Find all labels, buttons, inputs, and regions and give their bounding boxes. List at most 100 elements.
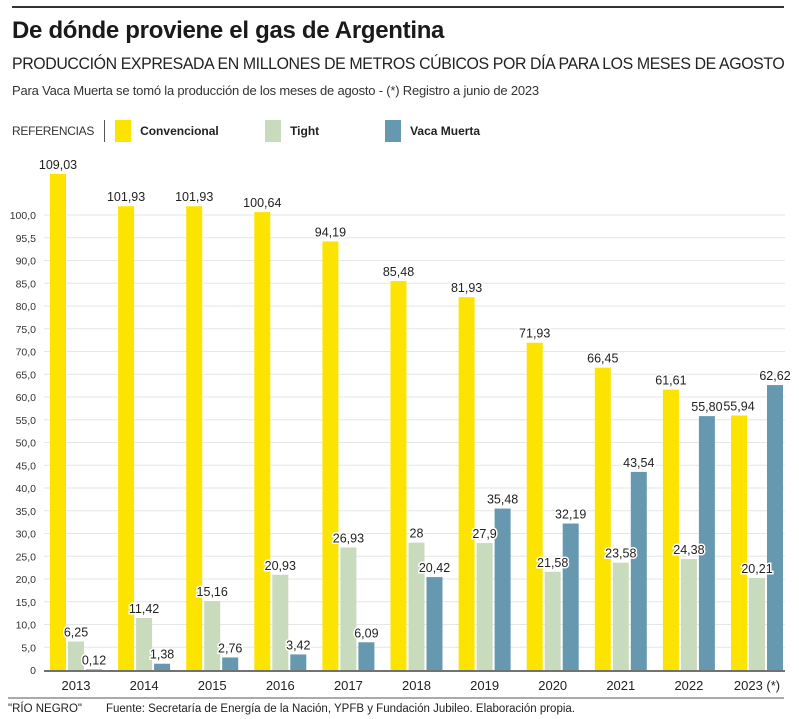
bar-tight xyxy=(749,578,765,670)
data-label: 28 xyxy=(410,527,424,541)
data-label: 43,54 xyxy=(623,456,654,470)
bar-tight xyxy=(272,574,289,670)
chart-title: De dónde proviene el gas de Argentina xyxy=(12,17,445,44)
data-label: 100,64 xyxy=(243,196,281,210)
y-tick-label: 70,0 xyxy=(16,347,37,359)
legend-text: Convencional xyxy=(140,124,219,138)
legend-swatch xyxy=(265,120,282,142)
x-tick-label: 2023 (*) xyxy=(734,678,780,693)
bar-tight xyxy=(680,559,697,670)
data-label: 71,93 xyxy=(519,327,550,341)
y-tick-label: 35,0 xyxy=(16,506,37,518)
legend-item-vaca-muerta: Vaca Muerta xyxy=(385,120,480,142)
bar-vaca-muerta xyxy=(494,508,511,670)
x-tick-label: 2016 xyxy=(266,678,295,693)
bar-convencional xyxy=(322,241,339,671)
y-tick-label: 25,0 xyxy=(16,551,37,563)
y-tick-label: 40,0 xyxy=(16,483,37,495)
y-tick-label: 95,5 xyxy=(16,233,37,245)
chart-subtitle: PRODUCCIÓN EXPRESADA EN MILLONES DE METR… xyxy=(12,55,785,73)
bar-tight xyxy=(408,542,425,670)
bar-vaca-muerta xyxy=(358,642,375,670)
data-label: 6,25 xyxy=(64,626,88,640)
data-label: 15,16 xyxy=(197,585,228,599)
chart-note: Para Vaca Muerta se tomó la producción d… xyxy=(12,83,539,98)
data-label: 32,19 xyxy=(555,508,586,522)
bar-vaca-muerta xyxy=(86,669,102,670)
bar-tight xyxy=(544,571,561,670)
source: Fuente: Secretaría de Energía de la Naci… xyxy=(105,703,575,715)
bar-vaca-muerta xyxy=(222,657,239,670)
legend: REFERENCIAS Convencional Tight Vaca Muer… xyxy=(12,120,480,142)
x-tick-label: 2015 xyxy=(198,678,227,693)
data-label: 35,48 xyxy=(487,493,518,507)
bar-tight xyxy=(204,601,221,670)
y-tick-label: 55,0 xyxy=(16,415,37,427)
bar-vaca-muerta xyxy=(767,385,783,670)
data-label: 20,93 xyxy=(265,559,296,573)
y-tick-label: 60,0 xyxy=(16,392,37,404)
bar-convencional xyxy=(594,367,611,670)
data-label: 61,61 xyxy=(655,374,686,388)
legend-swatch xyxy=(115,120,132,142)
bar-vaca-muerta xyxy=(154,663,171,670)
data-label: 55,94 xyxy=(723,399,754,413)
data-label: 101,93 xyxy=(107,190,145,204)
x-tick-label: 2017 xyxy=(334,678,363,693)
y-tick-label: 0 xyxy=(30,665,36,677)
bar-vaca-muerta xyxy=(630,471,647,670)
data-label: 24,38 xyxy=(673,543,704,557)
y-tick-label: 65,0 xyxy=(16,369,37,381)
bar-convencional xyxy=(50,173,66,670)
bar-vaca-muerta xyxy=(290,654,307,670)
data-label: 3,42 xyxy=(286,638,310,652)
y-tick-label: 90,0 xyxy=(16,256,37,268)
data-label: 26,93 xyxy=(333,531,364,545)
y-tick-label: 15,0 xyxy=(16,597,37,609)
footer: "RÍO NEGRO" Fuente: Secretaría de Energía… xyxy=(8,703,599,715)
bar-convencional xyxy=(254,212,271,670)
y-tick-label: 30,0 xyxy=(16,529,37,541)
data-label: 0,12 xyxy=(82,653,106,667)
data-label: 11,42 xyxy=(129,602,159,616)
legend-label: REFERENCIAS xyxy=(12,124,95,138)
data-label: 20,42 xyxy=(419,561,450,575)
legend-text: Vaca Muerta xyxy=(410,124,481,138)
bar-convencional xyxy=(662,389,679,670)
data-label: 2,76 xyxy=(218,641,242,655)
y-tick-label: 75,0 xyxy=(16,324,37,336)
y-tick-label: 100,0 xyxy=(10,210,36,222)
legend-item-tight: Tight xyxy=(265,120,385,142)
data-label: 101,93 xyxy=(175,190,213,204)
x-tick-label: 2021 xyxy=(606,678,635,693)
bar-convencional xyxy=(731,415,747,670)
bar-convencional xyxy=(186,206,203,670)
legend-text: Tight xyxy=(290,124,320,138)
credit: "RÍO NEGRO" xyxy=(8,703,82,715)
footer-rule xyxy=(8,697,784,699)
data-label: 6,09 xyxy=(354,626,378,640)
x-tick-label: 2022 xyxy=(674,678,703,693)
data-label: 109,03 xyxy=(39,158,77,172)
bar-tight xyxy=(476,543,493,670)
x-tick-label: 2020 xyxy=(538,678,567,693)
bar-vaca-muerta xyxy=(698,416,715,670)
bar-convencional xyxy=(118,206,135,670)
x-tick-label: 2014 xyxy=(130,678,159,693)
bar-convencional xyxy=(458,297,475,670)
y-tick-label: 50,0 xyxy=(16,438,37,450)
bar-vaca-muerta xyxy=(426,577,443,670)
y-tick-label: 45,0 xyxy=(16,460,37,472)
bar-tight xyxy=(68,641,84,670)
legend-item-convencional: Convencional xyxy=(115,120,265,142)
data-label: 55,80 xyxy=(691,400,722,414)
y-tick-label: 20,0 xyxy=(16,574,37,586)
top-rule xyxy=(12,6,784,8)
data-label: 94,19 xyxy=(315,225,346,239)
bar-tight xyxy=(340,547,357,670)
data-label: 20,21 xyxy=(741,562,772,576)
data-label: 27,9 xyxy=(472,527,496,541)
data-label: 1,38 xyxy=(150,648,174,662)
